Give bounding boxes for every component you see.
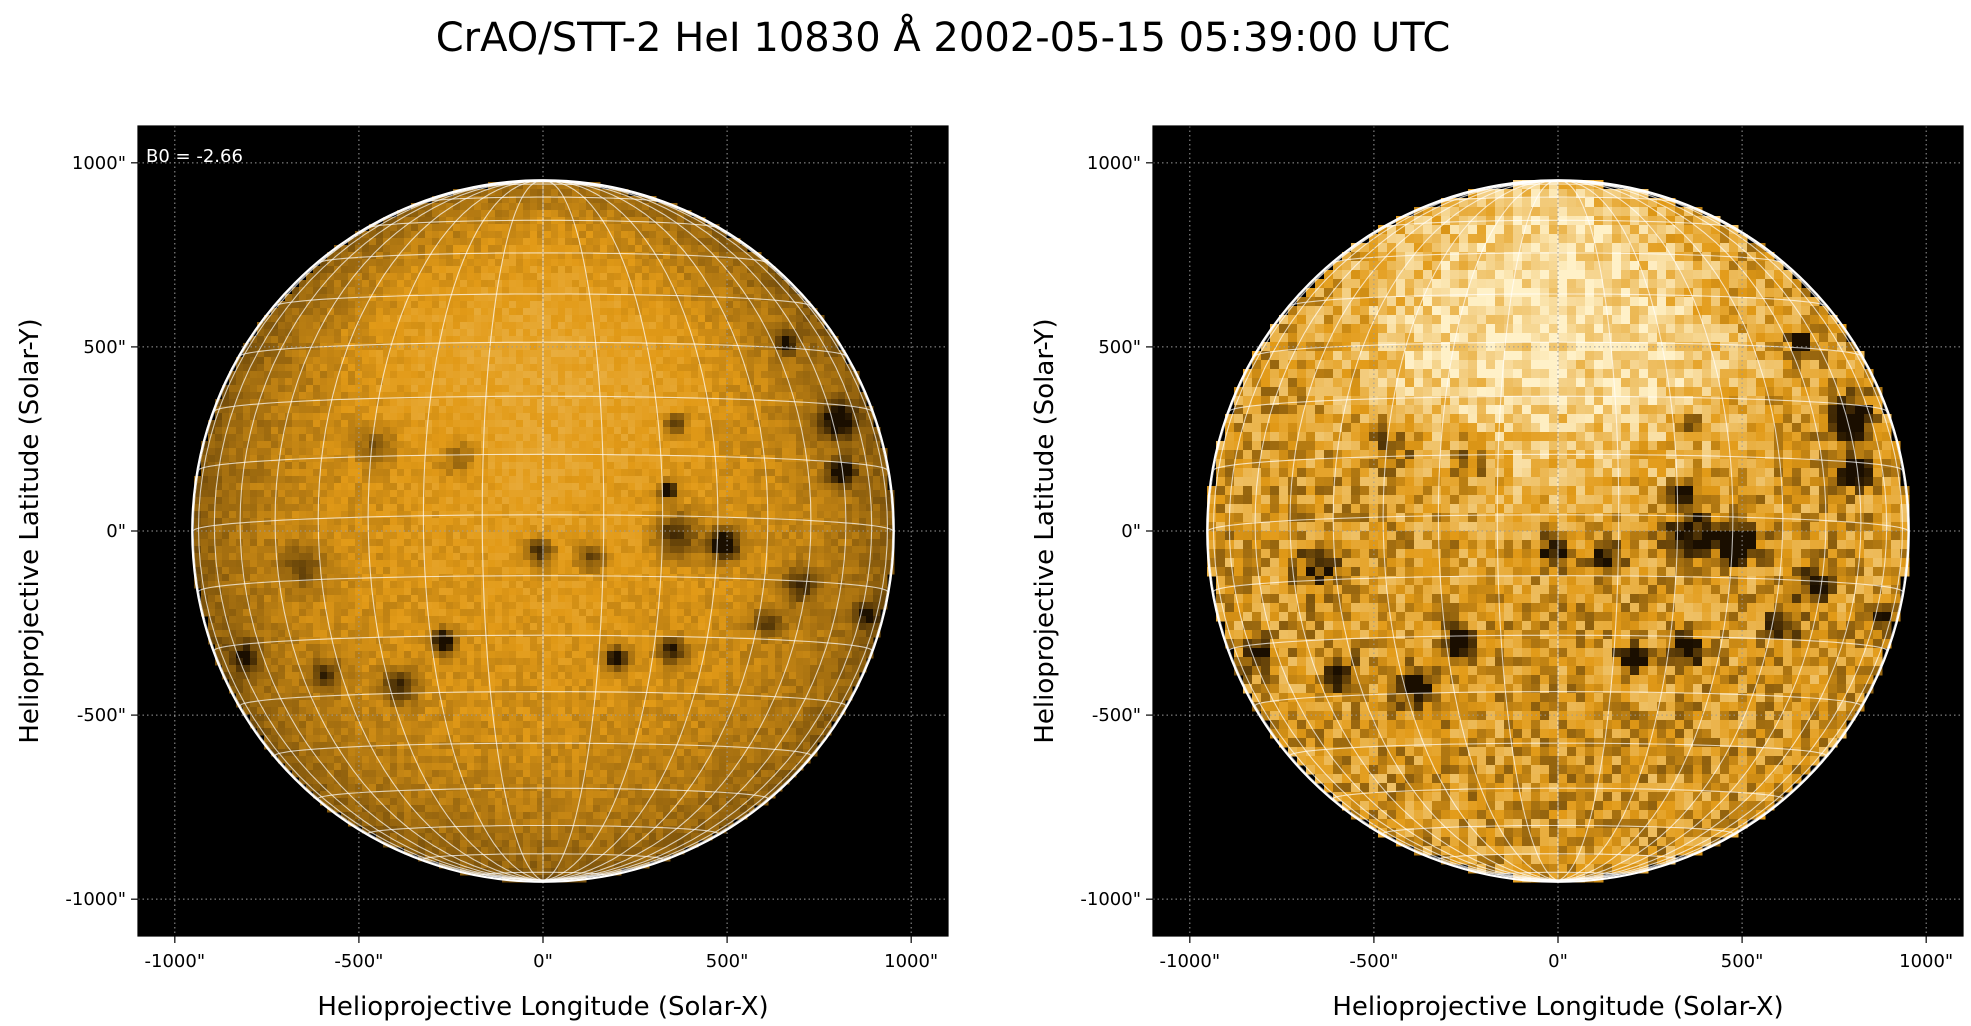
x-tick-label: 1000" — [884, 951, 938, 972]
y-tick-label: 500" — [1098, 337, 1141, 358]
solar-disk-panel-enhanced — [1153, 126, 1963, 936]
x-axis-label: Helioprojective Longitude (Solar-X) — [317, 992, 768, 1022]
coordinate-gridlines — [138, 126, 948, 936]
x-tick-label: 500" — [706, 951, 749, 972]
solar-disk-texture — [194, 182, 895, 883]
y-tick-label: 0" — [106, 521, 126, 542]
y-tick-label: -500" — [1092, 705, 1141, 726]
x-tick-label: 0" — [1548, 951, 1568, 972]
x-axis-label: Helioprojective Longitude (Solar-X) — [1332, 992, 1783, 1022]
axes-frame — [1152, 125, 1964, 937]
solar-disk-panel-raw: B0 = -2.66 — [138, 126, 948, 936]
y-axis-label: Helioprojective Latitude (Solar-Y) — [1030, 318, 1060, 743]
y-tick-label: -1000" — [1080, 889, 1141, 910]
x-tick-label: 1000" — [1899, 951, 1953, 972]
y-tick-label: 1000" — [72, 153, 126, 174]
x-tick-label: -1000" — [145, 951, 206, 972]
coordinate-gridlines — [1153, 126, 1963, 936]
solar-disk-texture — [1207, 180, 1910, 883]
solar-limb — [191, 179, 895, 883]
solar-limb — [1206, 179, 1910, 883]
y-tick-label: -500" — [77, 705, 126, 726]
solar-disk-svg — [1153, 126, 1963, 936]
y-tick-label: 500" — [83, 337, 126, 358]
y-tick-label: 1000" — [1087, 153, 1141, 174]
y-tick-label: 0" — [1121, 521, 1141, 542]
figure-title: CrAO/STT-2 HeI 10830 Å 2002-05-15 05:39:… — [435, 15, 1451, 61]
b0-annotation: B0 = -2.66 — [146, 146, 243, 167]
solar-disk-svg: B0 = -2.66 — [138, 126, 948, 936]
y-tick-label: -1000" — [65, 889, 126, 910]
x-tick-label: -1000" — [1160, 951, 1221, 972]
x-tick-label: 0" — [533, 951, 553, 972]
x-tick-label: 500" — [1721, 951, 1764, 972]
x-tick-label: -500" — [334, 951, 383, 972]
axes-frame — [137, 125, 949, 937]
x-tick-label: -500" — [1349, 951, 1398, 972]
y-axis-label: Helioprojective Latitude (Solar-Y) — [15, 318, 45, 743]
